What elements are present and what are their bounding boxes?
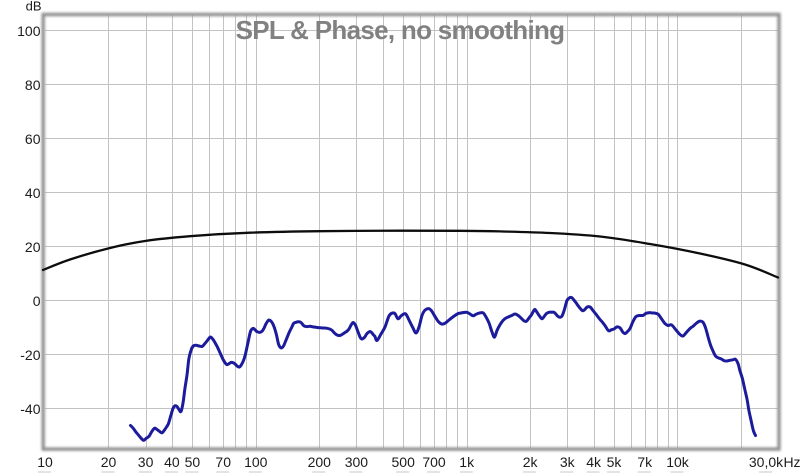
svg-text:50: 50 <box>185 454 201 470</box>
svg-text:60: 60 <box>25 131 41 147</box>
svg-text:100: 100 <box>244 454 268 470</box>
svg-text:Hz: Hz <box>783 454 800 470</box>
svg-text:100: 100 <box>17 23 41 39</box>
svg-text:0: 0 <box>33 293 41 309</box>
svg-text:10k: 10k <box>666 454 690 470</box>
svg-text:4k: 4k <box>586 454 602 470</box>
svg-text:20: 20 <box>101 454 117 470</box>
svg-text:300: 300 <box>345 454 369 470</box>
svg-text:30,0k: 30,0k <box>749 454 784 470</box>
svg-text:40: 40 <box>164 454 180 470</box>
svg-text:dB: dB <box>26 0 42 14</box>
svg-text:-20: -20 <box>20 347 40 363</box>
svg-text:40: 40 <box>25 185 41 201</box>
svg-text:700: 700 <box>422 454 446 470</box>
svg-text:200: 200 <box>308 454 332 470</box>
svg-text:30: 30 <box>138 454 154 470</box>
svg-text:5k: 5k <box>607 454 623 470</box>
svg-text:500: 500 <box>392 454 416 470</box>
svg-text:7k: 7k <box>637 454 653 470</box>
svg-text:-40: -40 <box>20 401 40 417</box>
svg-text:70: 70 <box>215 454 231 470</box>
svg-text:1k: 1k <box>459 454 475 470</box>
svg-text:2k: 2k <box>523 454 539 470</box>
svg-text:80: 80 <box>25 77 41 93</box>
svg-text:10: 10 <box>37 454 53 470</box>
svg-text:3k: 3k <box>560 454 576 470</box>
svg-text:20: 20 <box>25 239 41 255</box>
svg-text:SPL & Phase, no smoothing: SPL & Phase, no smoothing <box>236 15 565 45</box>
